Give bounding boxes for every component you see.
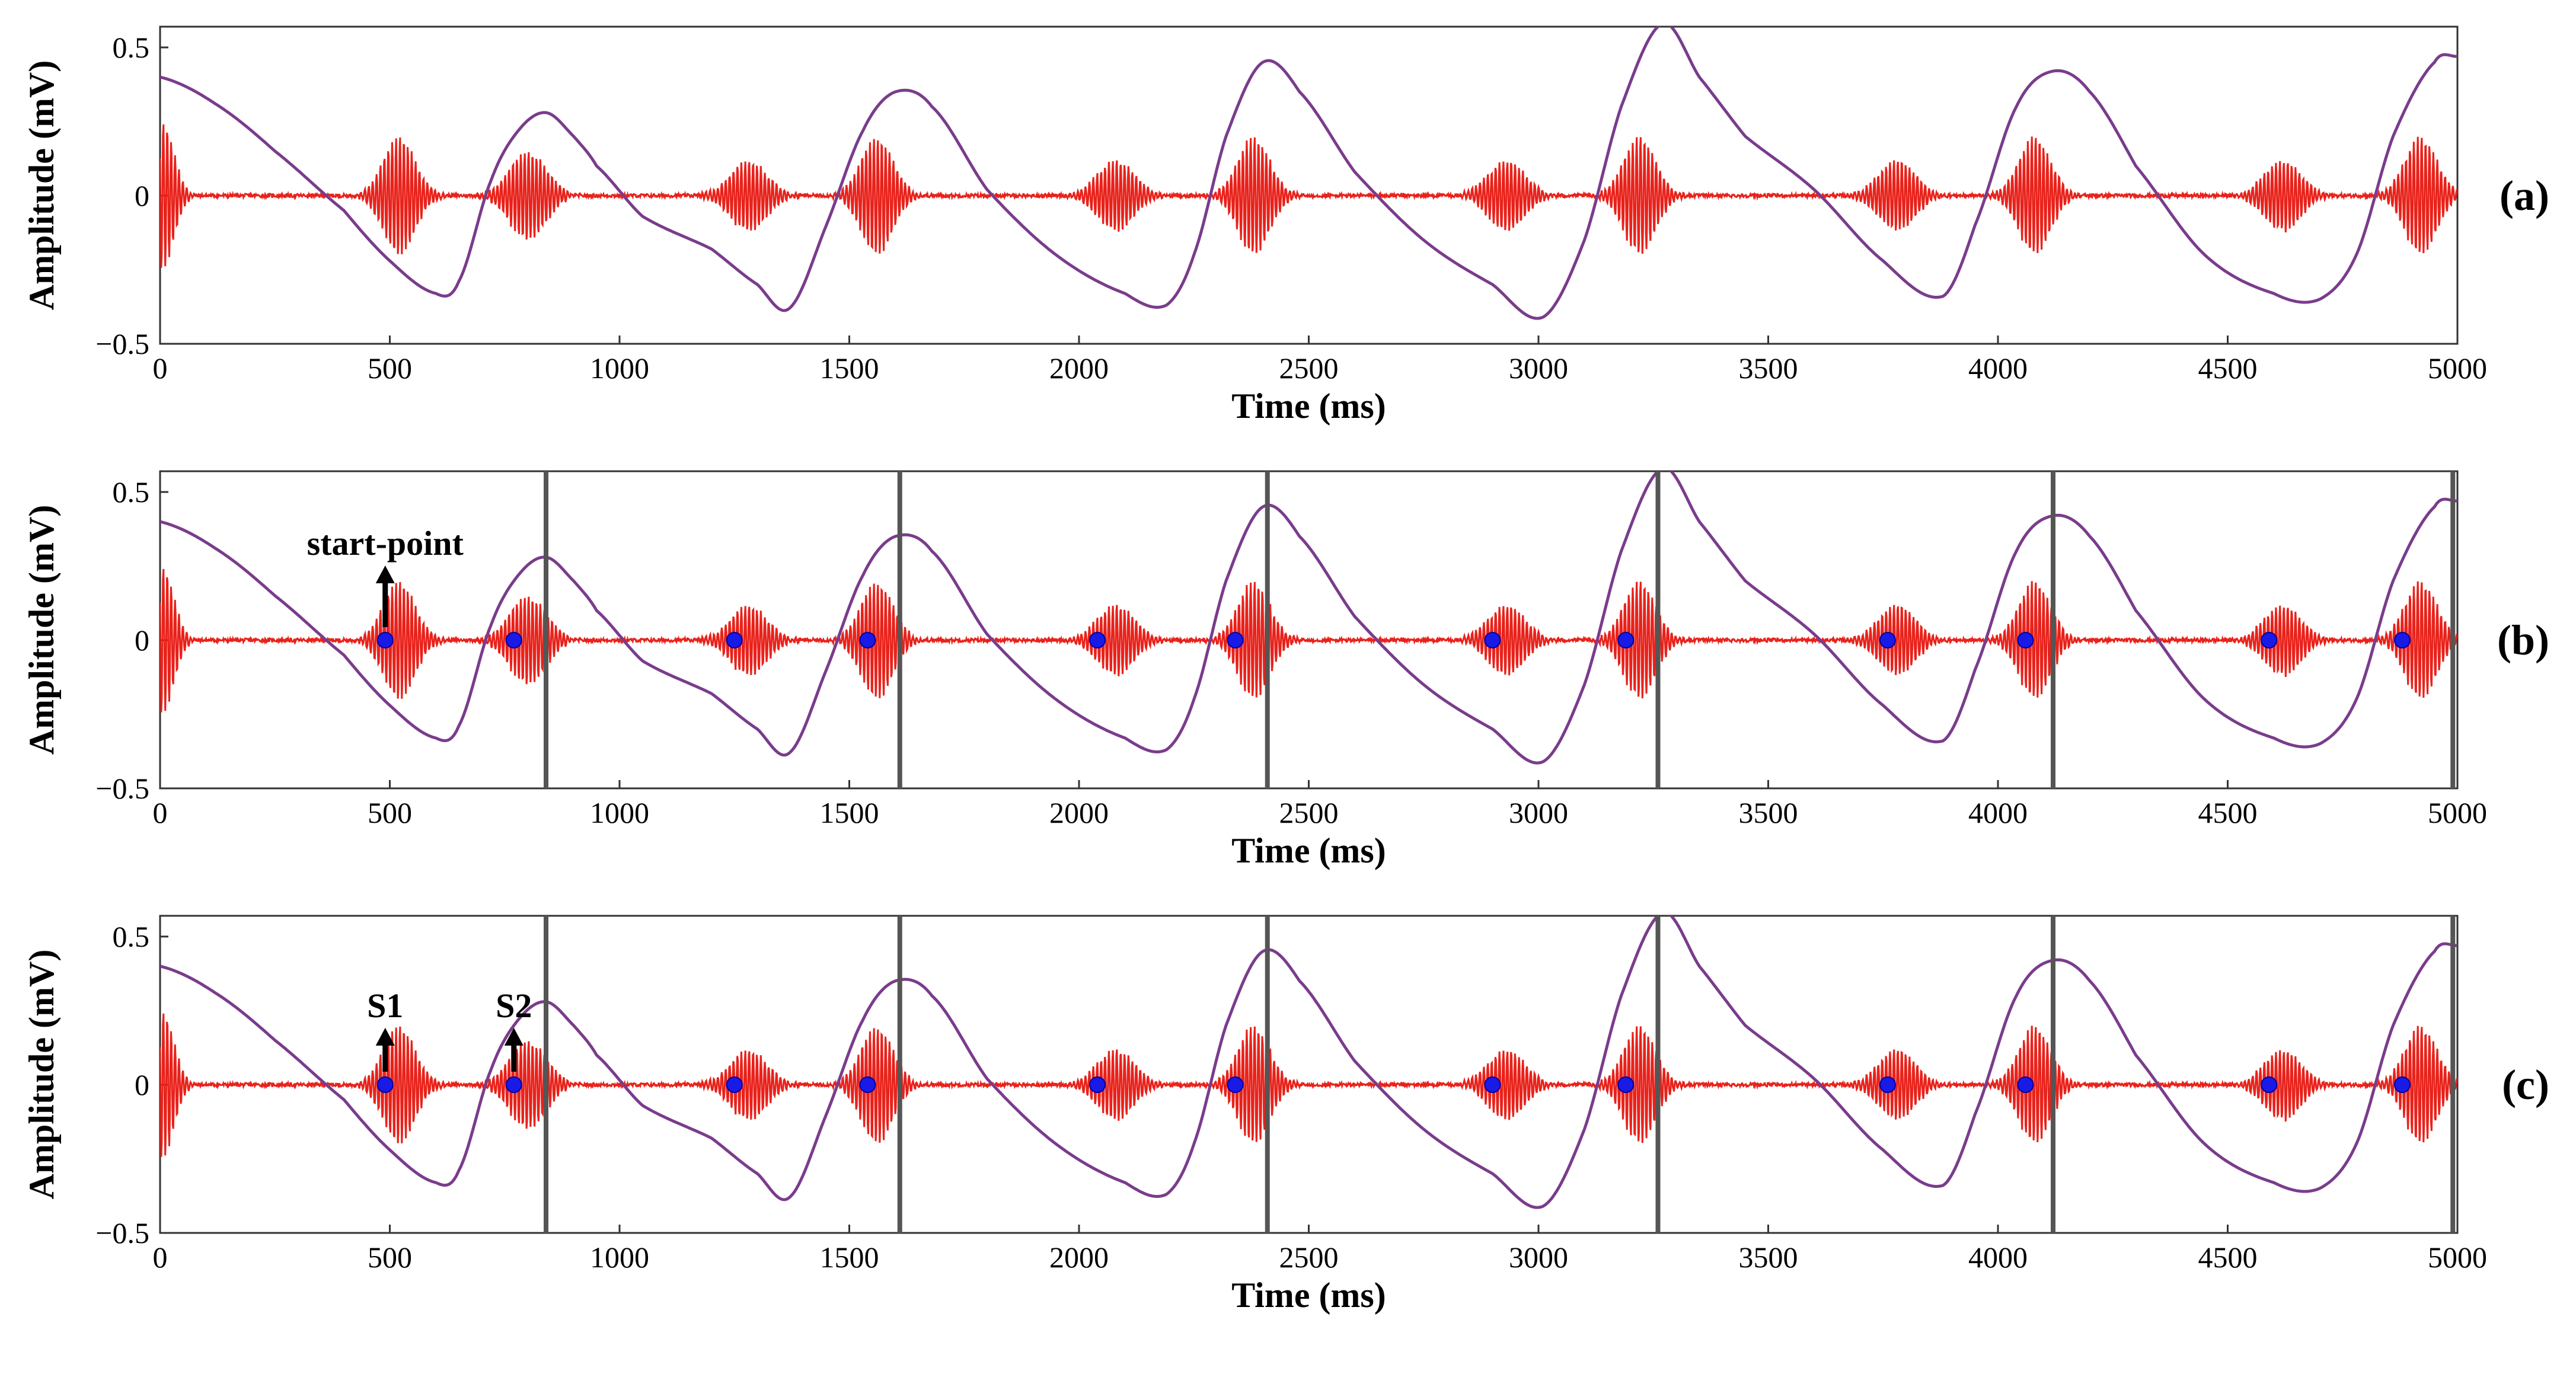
y-tick-label: −0.5 (95, 772, 149, 805)
heart-sound-marker (505, 1076, 522, 1093)
x-tick-label: 5000 (2428, 352, 2487, 385)
y-axis-label: Amplitude (mV) (22, 505, 61, 755)
heart-sound-marker (2261, 632, 2278, 648)
y-tick-label: 0 (135, 179, 149, 212)
y-tick-label: 0 (135, 1068, 149, 1101)
y-axis-label: Amplitude (mV) (22, 950, 61, 1200)
x-tick-label: 500 (368, 796, 412, 829)
x-tick-label: 2000 (1049, 1241, 1109, 1274)
pcg-line (160, 568, 2457, 712)
heart-sound-marker (376, 1076, 394, 1093)
annotation-label: start-point (307, 524, 464, 563)
annotation-label: S1 (367, 986, 403, 1025)
signals (160, 916, 2457, 1233)
x-tick-label: 0 (153, 352, 168, 385)
arrow-head (504, 1028, 524, 1046)
y-tick-label: −0.5 (95, 327, 149, 360)
ecg-line (160, 916, 2457, 1209)
x-tick-label: 1500 (820, 1241, 879, 1274)
y-tick-label: 0 (135, 624, 149, 657)
x-tick-label: 1500 (820, 796, 879, 829)
x-axis-label: Time (ms) (1231, 831, 1386, 870)
x-tick-label: 3500 (1739, 352, 1798, 385)
x-tick-label: 4000 (1968, 352, 2028, 385)
panel-b: 0 500 1000 1500 2000 2500 3000 3500 4000 4500 5000… (22, 470, 2549, 870)
arrow-head (375, 565, 395, 583)
annotation-arrow (375, 1028, 395, 1072)
x-tick-label: 3000 (1509, 1241, 1568, 1274)
x-tick-label: 0 (153, 1241, 168, 1274)
heart-sound-marker (859, 1076, 876, 1093)
heart-sound-marker (1617, 1076, 1635, 1093)
heart-sound-marker (376, 632, 394, 648)
panel-label: (a) (2500, 172, 2549, 219)
x-tick-label: 4000 (1968, 796, 2028, 829)
heart-sound-marker (2394, 632, 2411, 648)
signals (160, 27, 2457, 320)
x-tick-label: 500 (368, 1241, 412, 1274)
x-axis-label: Time (ms) (1231, 1276, 1386, 1315)
y-tick-label: −0.5 (95, 1216, 149, 1250)
panel-a: 0 500 1000 1500 2000 2500 3000 3500 4000 4500 5000… (22, 25, 2549, 426)
y-tick-label: 0.5 (113, 475, 150, 509)
x-tick-label: 3500 (1739, 1241, 1798, 1274)
heart-sound-marker (1484, 632, 1501, 648)
heart-sound-marker (1484, 1076, 1501, 1093)
x-tick-label: 2500 (1279, 352, 1339, 385)
x-tick-label: 0 (153, 796, 168, 829)
heart-sound-marker (2261, 1076, 2278, 1093)
heart-sound-marker (2017, 632, 2034, 648)
x-axis-label: Time (ms) (1231, 386, 1386, 426)
x-tick-label: 3000 (1509, 796, 1568, 829)
x-tick-label: 4500 (2198, 352, 2258, 385)
heart-sound-marker (505, 632, 522, 648)
x-tick-label: 3000 (1509, 352, 1568, 385)
x-tick-label: 2000 (1049, 352, 1109, 385)
x-tick-label: 2000 (1049, 796, 1109, 829)
heart-sound-marker (1879, 1076, 1896, 1093)
x-tick-label: 4500 (2198, 1241, 2258, 1274)
heart-sound-marker (1227, 632, 1244, 648)
heart-sound-marker (1089, 1076, 1106, 1093)
annotation-arrow (375, 565, 395, 627)
x-tick-label: 5000 (2428, 796, 2487, 829)
annotation-arrow (504, 1028, 524, 1072)
pcg-line (160, 124, 2457, 268)
heart-sound-marker (726, 632, 743, 648)
x-tick-label: 2500 (1279, 1241, 1339, 1274)
x-tick-label: 4000 (1968, 1241, 2028, 1274)
y-tick-label: 0.5 (113, 920, 150, 953)
ecg-line (160, 471, 2457, 765)
ecg-line (160, 27, 2457, 320)
x-tick-label: 3500 (1739, 796, 1798, 829)
heart-sound-marker (2017, 1076, 2034, 1093)
x-tick-label: 500 (368, 352, 412, 385)
panel-label: (b) (2497, 616, 2549, 664)
y-tick-label: 0.5 (113, 31, 150, 64)
x-tick-label: 1500 (820, 352, 879, 385)
signals (160, 471, 2457, 788)
pcg-line (160, 1013, 2457, 1157)
x-tick-label: 1000 (590, 1241, 649, 1274)
heart-sound-marker (1089, 632, 1106, 648)
heart-sound-marker (1227, 1076, 1244, 1093)
x-tick-label: 1000 (590, 352, 649, 385)
panel-c: 0 500 1000 1500 2000 2500 3000 3500 4000 4500 5000… (22, 915, 2549, 1315)
arrow-head (375, 1028, 395, 1046)
heart-sound-marker (1879, 632, 1896, 648)
y-axis-label: Amplitude (mV) (22, 60, 61, 311)
panel-label: (c) (2502, 1061, 2549, 1108)
x-tick-label: 4500 (2198, 796, 2258, 829)
annotation-label: S2 (496, 986, 532, 1025)
heart-sound-marker (1617, 632, 1635, 648)
x-tick-label: 1000 (590, 796, 649, 829)
x-tick-label: 2500 (1279, 796, 1339, 829)
heart-sound-marker (859, 632, 876, 648)
heart-sound-marker (2394, 1076, 2411, 1093)
heart-sound-marker (726, 1076, 743, 1093)
x-tick-label: 5000 (2428, 1241, 2487, 1274)
